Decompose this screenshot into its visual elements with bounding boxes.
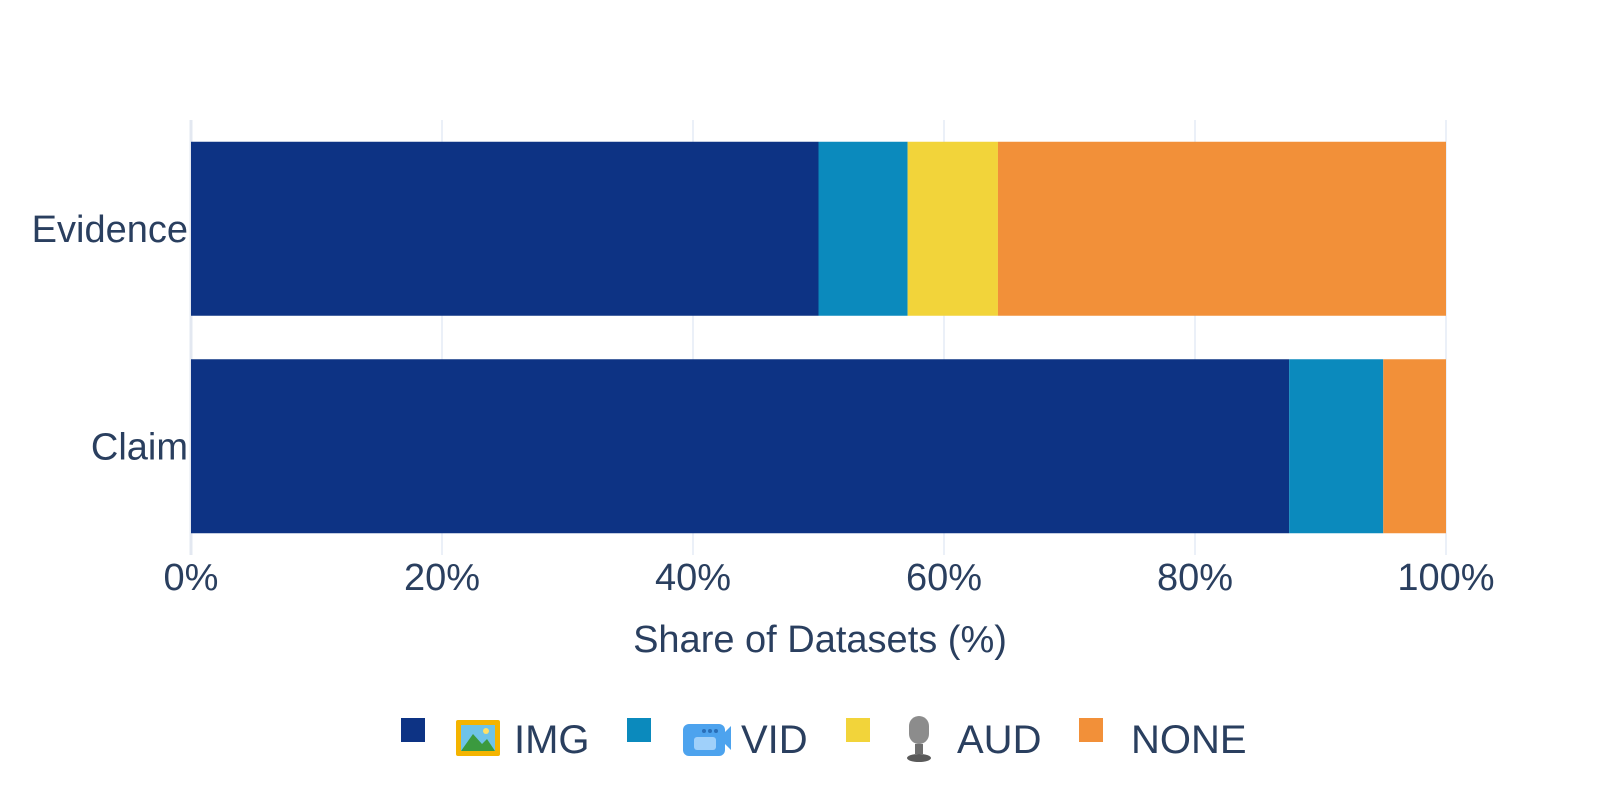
picture-icon bbox=[456, 720, 500, 756]
bar-claim-vid bbox=[1289, 359, 1384, 534]
x-tick-label-0: 0% bbox=[164, 557, 219, 599]
legend-swatch-none bbox=[1079, 718, 1103, 742]
bar-evidence-none bbox=[997, 141, 1446, 316]
x-tick-label-40: 40% bbox=[655, 557, 731, 599]
y-axis-labels: Claim Evidence bbox=[32, 209, 188, 469]
y-tick-label-evidence: Evidence bbox=[32, 209, 188, 251]
legend-label-vid: VID bbox=[741, 718, 808, 762]
bar-evidence-vid bbox=[818, 141, 908, 316]
y-tick-label-claim: Claim bbox=[91, 426, 188, 468]
video-camera-icon bbox=[683, 724, 731, 756]
x-axis-labels: 0% 20% 40% 60% 80% 100% bbox=[164, 557, 1495, 599]
legend-swatch-aud bbox=[846, 718, 870, 742]
bars bbox=[191, 141, 1446, 534]
microphone-icon bbox=[907, 716, 931, 762]
x-axis-title: Share of Datasets (%) bbox=[633, 619, 1007, 661]
legend-label-img: IMG bbox=[514, 718, 590, 762]
legend: IMG VID AUD NONE bbox=[401, 716, 1247, 762]
x-tick-label-100: 100% bbox=[1397, 557, 1494, 599]
legend-label-aud: AUD bbox=[957, 718, 1041, 762]
legend-label-none: NONE bbox=[1131, 718, 1247, 762]
bar-claim-img bbox=[191, 359, 1290, 534]
legend-swatch-vid bbox=[627, 718, 651, 742]
bar-evidence-img bbox=[191, 141, 819, 316]
bar-evidence-aud bbox=[907, 141, 998, 316]
x-tick-label-60: 60% bbox=[906, 557, 982, 599]
x-tick-label-20: 20% bbox=[404, 557, 480, 599]
legend-swatch-img bbox=[401, 718, 425, 742]
bar-claim-none bbox=[1383, 359, 1446, 534]
x-tick-label-80: 80% bbox=[1157, 557, 1233, 599]
